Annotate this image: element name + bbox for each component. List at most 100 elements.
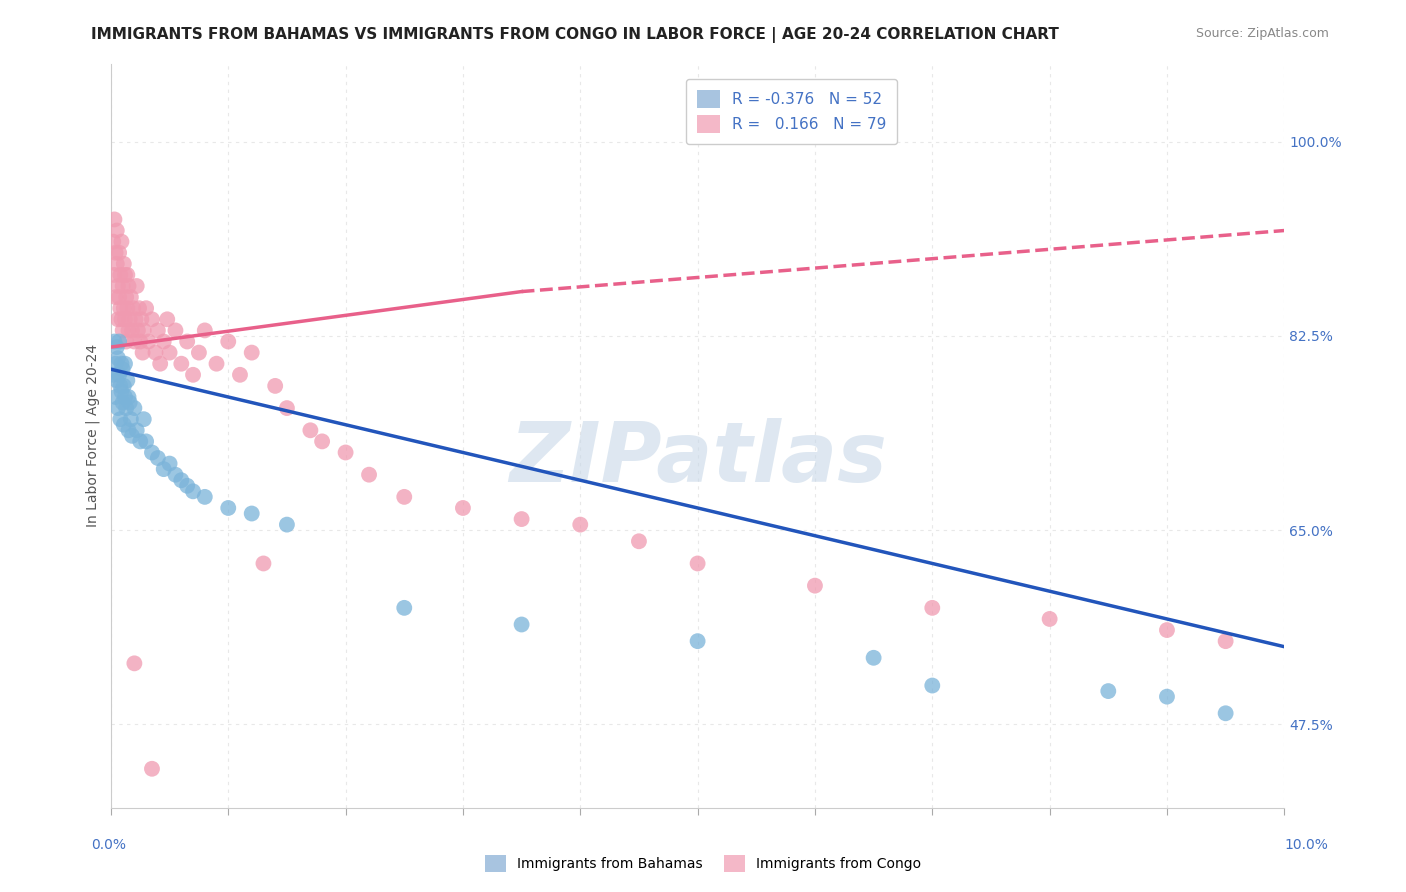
Point bbox=[627, 534, 650, 549]
Point bbox=[1039, 612, 1062, 626]
Text: IMMIGRANTS FROM BAHAMAS VS IMMIGRANTS FROM CONGO IN LABOR FORCE | AGE 20-24 CORR: IMMIGRANTS FROM BAHAMAS VS IMMIGRANTS FR… bbox=[91, 27, 1059, 43]
Point bbox=[194, 323, 217, 337]
Point bbox=[104, 290, 127, 304]
Point bbox=[686, 634, 709, 648]
Point bbox=[120, 290, 142, 304]
Point bbox=[114, 268, 136, 282]
Point bbox=[111, 279, 134, 293]
Point bbox=[110, 384, 132, 399]
Point bbox=[110, 235, 132, 249]
Point bbox=[181, 484, 204, 499]
Point bbox=[152, 334, 174, 349]
Point bbox=[1156, 623, 1178, 637]
Point bbox=[510, 512, 533, 526]
Point bbox=[111, 362, 134, 376]
Point bbox=[114, 357, 136, 371]
Text: ZIPatlas: ZIPatlas bbox=[509, 417, 887, 499]
Point bbox=[176, 334, 198, 349]
Point bbox=[104, 245, 127, 260]
Point bbox=[121, 323, 143, 337]
Point bbox=[394, 600, 416, 615]
Point bbox=[112, 417, 135, 432]
Point bbox=[264, 379, 287, 393]
Point bbox=[217, 334, 239, 349]
Point bbox=[115, 290, 138, 304]
Point bbox=[122, 301, 145, 316]
Point bbox=[135, 301, 157, 316]
Point bbox=[104, 390, 127, 404]
Point bbox=[159, 345, 181, 359]
Point bbox=[131, 312, 153, 326]
Point bbox=[110, 268, 132, 282]
Point bbox=[159, 457, 181, 471]
Point bbox=[141, 445, 163, 459]
Point bbox=[138, 334, 160, 349]
Point bbox=[276, 401, 298, 416]
Point bbox=[110, 379, 132, 393]
Point bbox=[117, 423, 139, 437]
Point bbox=[107, 401, 129, 416]
Point bbox=[1215, 706, 1237, 721]
Point bbox=[252, 557, 274, 571]
Point bbox=[129, 434, 152, 449]
Point bbox=[132, 323, 155, 337]
Point bbox=[170, 357, 193, 371]
Point bbox=[1156, 690, 1178, 704]
Point bbox=[103, 268, 125, 282]
Point bbox=[146, 323, 169, 337]
Point bbox=[229, 368, 252, 382]
Point bbox=[117, 323, 139, 337]
Text: 0.0%: 0.0% bbox=[91, 838, 127, 852]
Point bbox=[108, 334, 131, 349]
Point bbox=[115, 401, 138, 416]
Point bbox=[110, 357, 132, 371]
Point bbox=[135, 434, 157, 449]
Point bbox=[120, 412, 142, 426]
Point bbox=[335, 445, 357, 459]
Point bbox=[112, 301, 135, 316]
Point bbox=[103, 334, 125, 349]
Point bbox=[115, 334, 138, 349]
Point bbox=[114, 390, 136, 404]
Point bbox=[156, 312, 179, 326]
Point bbox=[569, 517, 592, 532]
Point bbox=[132, 412, 155, 426]
Point bbox=[152, 462, 174, 476]
Point bbox=[104, 357, 127, 371]
Point bbox=[117, 268, 139, 282]
Point bbox=[117, 279, 139, 293]
Point bbox=[105, 257, 128, 271]
Point bbox=[124, 401, 146, 416]
Point bbox=[107, 351, 129, 366]
Legend: Immigrants from Bahamas, Immigrants from Congo: Immigrants from Bahamas, Immigrants from… bbox=[479, 850, 927, 878]
Point bbox=[217, 500, 239, 515]
Point bbox=[804, 579, 827, 593]
Point bbox=[125, 423, 148, 437]
Point bbox=[129, 334, 152, 349]
Point bbox=[121, 429, 143, 443]
Y-axis label: In Labor Force | Age 20-24: In Labor Force | Age 20-24 bbox=[86, 344, 100, 527]
Point bbox=[141, 762, 163, 776]
Point bbox=[103, 368, 125, 382]
Point bbox=[108, 290, 131, 304]
Point bbox=[105, 373, 128, 387]
Point bbox=[394, 490, 416, 504]
Point bbox=[128, 301, 150, 316]
Point bbox=[103, 235, 125, 249]
Point bbox=[105, 223, 128, 237]
Point bbox=[862, 650, 884, 665]
Point bbox=[686, 557, 709, 571]
Point bbox=[110, 412, 132, 426]
Legend: R = -0.376   N = 52, R =   0.166   N = 79: R = -0.376 N = 52, R = 0.166 N = 79 bbox=[686, 79, 897, 144]
Point bbox=[1215, 634, 1237, 648]
Point bbox=[103, 212, 125, 227]
Point bbox=[108, 368, 131, 382]
Point bbox=[125, 279, 148, 293]
Point bbox=[240, 507, 263, 521]
Point bbox=[240, 345, 263, 359]
Point bbox=[187, 345, 209, 359]
Point bbox=[110, 301, 132, 316]
Point bbox=[276, 517, 298, 532]
Point bbox=[112, 257, 135, 271]
Text: Source: ZipAtlas.com: Source: ZipAtlas.com bbox=[1195, 27, 1329, 40]
